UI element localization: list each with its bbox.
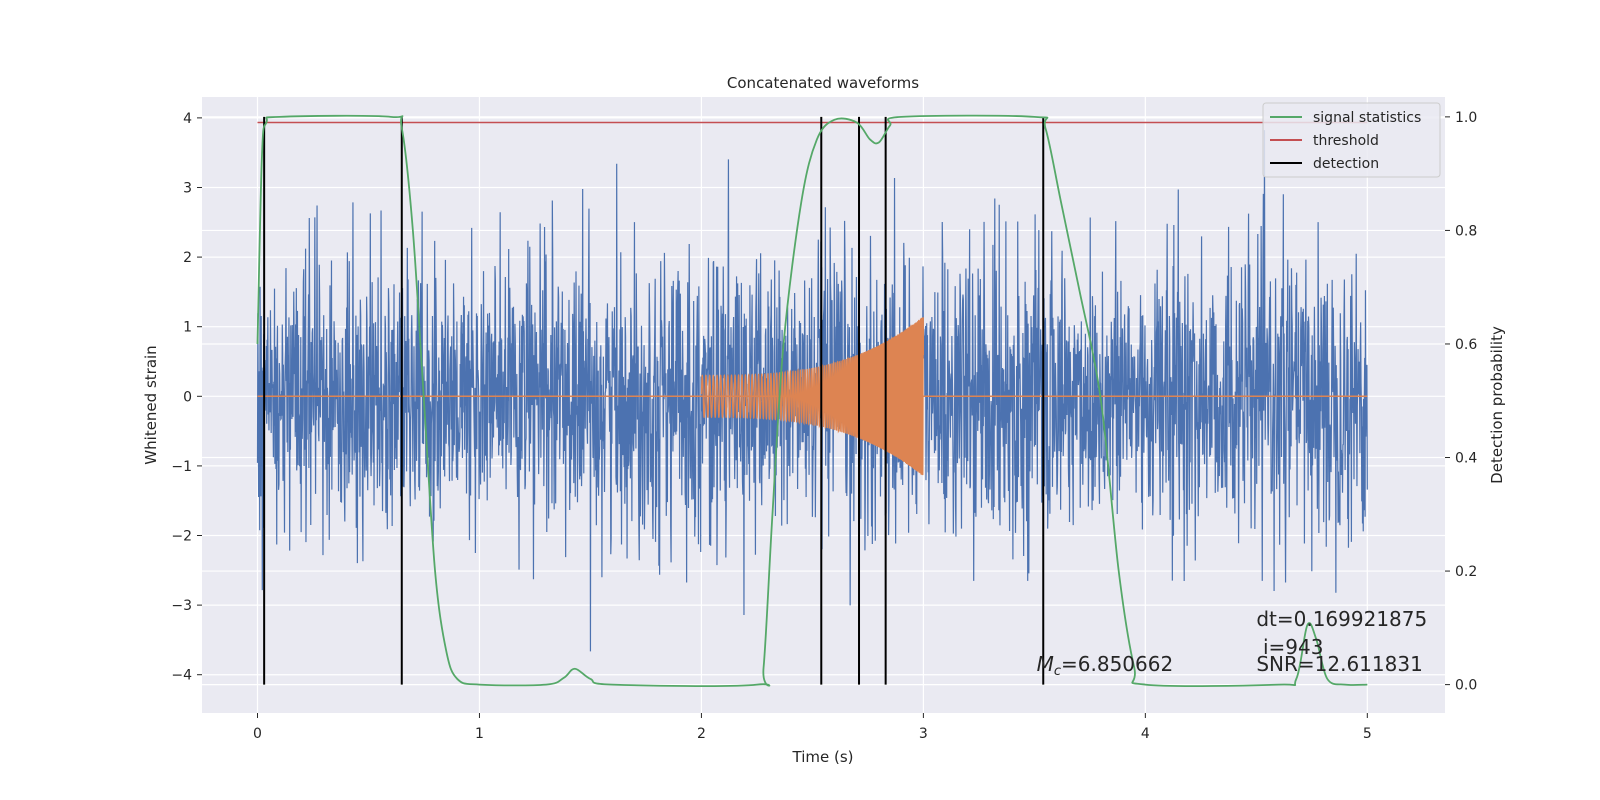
y-tick-label: 0 bbox=[183, 389, 192, 405]
legend-label: threshold bbox=[1313, 133, 1379, 149]
x-tick-label: 0 bbox=[253, 726, 262, 742]
legend-label: detection bbox=[1313, 156, 1379, 172]
x-axis: 0 1 2 3 4 5 bbox=[253, 713, 1372, 742]
signal-statistics-line bbox=[256, 114, 1368, 688]
chirp-mass-value: =6.850662 bbox=[1061, 652, 1173, 676]
x-tick-label: 4 bbox=[1141, 726, 1150, 742]
y-axis-left: 4 3 2 1 0 −1 −2 −3 −4 bbox=[171, 111, 202, 684]
x-tick-label: 3 bbox=[919, 726, 928, 742]
chart-title: Concatenated waveforms bbox=[727, 74, 919, 92]
y-right-tick-label: 0.4 bbox=[1455, 451, 1477, 467]
annotation-text: SNR=12.611831 bbox=[1256, 652, 1422, 676]
chirp-mass-annotation: Mc=6.850662 bbox=[1037, 652, 1174, 679]
legend-label: signal statistics bbox=[1313, 110, 1421, 126]
chirp-mass-symbol: M bbox=[1037, 652, 1054, 676]
y-tick-label: 3 bbox=[183, 180, 192, 196]
x-tick-label: 2 bbox=[697, 726, 706, 742]
y-tick-label: 4 bbox=[183, 111, 192, 127]
y-right-tick-label: 0.8 bbox=[1455, 223, 1477, 239]
x-tick-label: 5 bbox=[1363, 726, 1372, 742]
y-tick-label: 2 bbox=[183, 250, 192, 266]
y-right-tick-label: 0.6 bbox=[1455, 337, 1477, 353]
detection-lines bbox=[263, 116, 1045, 685]
y-right-tick-label: 1.0 bbox=[1455, 110, 1477, 126]
x-axis-label: Time (s) bbox=[792, 748, 854, 766]
x-tick-label: 1 bbox=[475, 726, 484, 742]
y-axis-right: 1.0 0.8 0.6 0.4 0.2 0.0 bbox=[1445, 110, 1477, 694]
legend-box bbox=[1262, 102, 1441, 178]
y-axis-right-label: Detection probability bbox=[1488, 326, 1506, 484]
chirp-mass-subscript: c bbox=[1054, 664, 1061, 679]
plot-area bbox=[256, 114, 1368, 688]
y-axis-label: Whitened strain bbox=[142, 345, 160, 464]
annotation-text: dt=0.169921875 bbox=[1256, 607, 1427, 631]
legend: signal statistics threshold detection bbox=[1262, 102, 1441, 178]
y-tick-label: 1 bbox=[183, 320, 192, 336]
y-tick-label: −2 bbox=[171, 529, 192, 545]
y-tick-label: −3 bbox=[171, 598, 192, 614]
y-right-tick-label: 0.0 bbox=[1455, 678, 1477, 694]
y-right-tick-label: 0.2 bbox=[1455, 564, 1477, 580]
y-tick-label: −4 bbox=[171, 668, 192, 684]
y-tick-label: −1 bbox=[171, 459, 192, 475]
strain-noise-series bbox=[256, 130, 1368, 652]
annotation-text: i=943 bbox=[1263, 635, 1324, 659]
